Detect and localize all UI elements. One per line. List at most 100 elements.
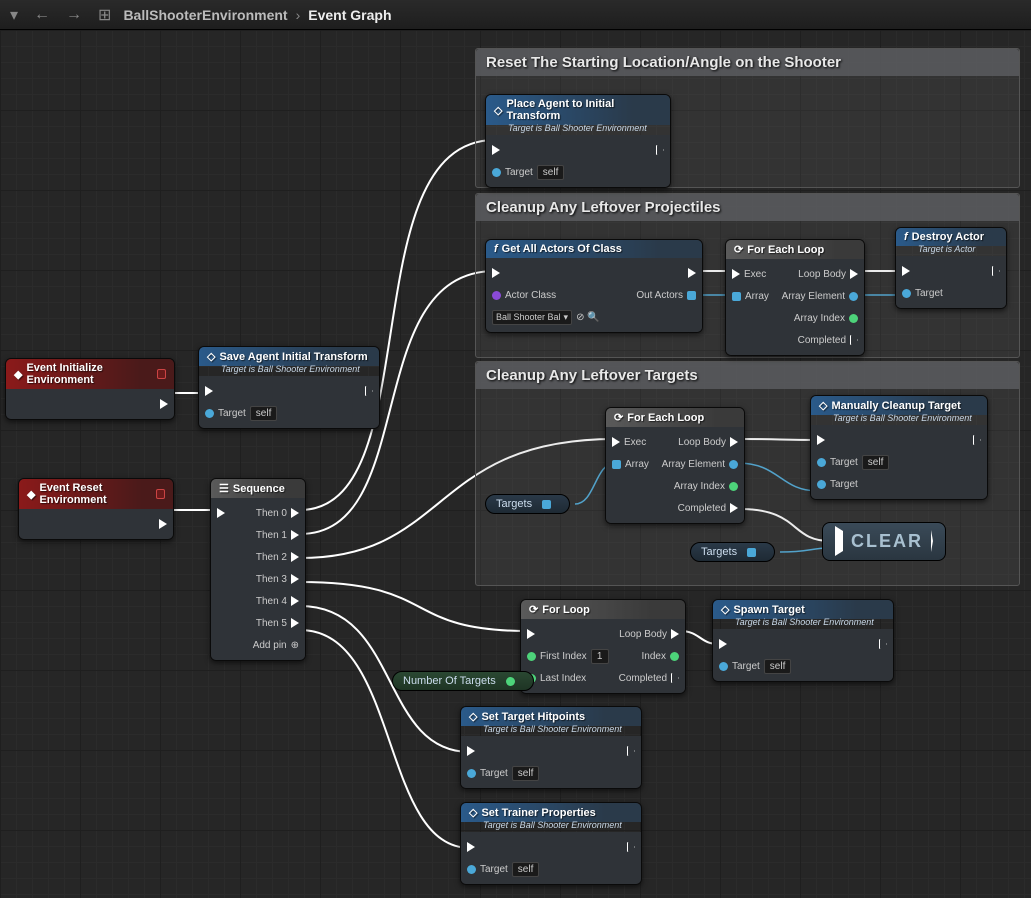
- node-foreach-projectiles[interactable]: ⟳ For Each Loop Exec Loop Body Array Array …: [725, 239, 865, 356]
- then1-pin[interactable]: Then 1: [256, 530, 299, 541]
- graph-icon[interactable]: ⊞: [94, 3, 115, 27]
- target-pin[interactable]: Target self: [492, 165, 564, 180]
- target-pin[interactable]: Target self: [467, 862, 539, 877]
- completed-pin[interactable]: Completed: [678, 503, 738, 514]
- target-pin[interactable]: Target self: [205, 406, 277, 421]
- exec-out-pin[interactable]: [688, 268, 696, 278]
- array-index-pin[interactable]: Array Index: [674, 481, 738, 492]
- node-title: Event Initialize Environment: [26, 362, 153, 386]
- then0-pin[interactable]: Then 0: [256, 508, 299, 519]
- exec-in-pin[interactable]: [527, 629, 535, 639]
- completed-pin[interactable]: Completed: [619, 673, 679, 684]
- then4-pin[interactable]: Then 4: [256, 596, 299, 607]
- node-title: Get All Actors Of Class: [502, 243, 622, 255]
- exec-out-pin[interactable]: [879, 639, 887, 649]
- node-title: Destroy Actor: [912, 231, 984, 243]
- array-element-pin[interactable]: Array Element: [782, 291, 858, 302]
- var-targets-1[interactable]: Targets: [485, 494, 570, 514]
- node-title: For Each Loop: [747, 244, 824, 256]
- exec-pin[interactable]: Exec: [612, 437, 646, 448]
- node-clear-array[interactable]: CLEAR: [822, 522, 946, 561]
- exec-in-pin[interactable]: [719, 639, 727, 649]
- out-actors-pin[interactable]: Out Actors: [636, 290, 696, 301]
- node-place-agent[interactable]: ◇Place Agent to Initial Transform Target…: [485, 94, 671, 188]
- exec-in-pin[interactable]: [492, 268, 500, 278]
- array-index-pin[interactable]: Array Index: [794, 313, 858, 324]
- exec-in-pin[interactable]: [205, 386, 213, 396]
- node-title: For Loop: [542, 604, 590, 616]
- node-event-initialize[interactable]: ◆ Event Initialize Environment: [5, 358, 175, 420]
- breadcrumb-parent[interactable]: BallShooterEnvironment: [123, 7, 287, 23]
- loop-body-pin[interactable]: Loop Body: [678, 437, 738, 448]
- node-title: Save Agent Initial Transform: [219, 351, 367, 363]
- node-manually-cleanup-target[interactable]: ◇Manually Cleanup Target Target is Ball …: [810, 395, 988, 500]
- exec-in-pin[interactable]: [492, 145, 500, 155]
- delegate-pin[interactable]: [156, 489, 165, 499]
- target-param-pin[interactable]: Target: [817, 479, 858, 490]
- target-self-pin[interactable]: Target self: [817, 455, 889, 470]
- exec-out-pin[interactable]: [931, 531, 933, 552]
- loop-body-pin[interactable]: Loop Body: [619, 629, 679, 640]
- graph-canvas[interactable]: Reset The Starting Location/Angle on the…: [0, 30, 1031, 898]
- forward-icon[interactable]: →: [62, 4, 86, 26]
- loop-body-pin[interactable]: Loop Body: [798, 269, 858, 280]
- actor-class-pin[interactable]: Actor Class: [492, 290, 556, 301]
- target-pin[interactable]: Target self: [467, 766, 539, 781]
- node-set-target-hitpoints[interactable]: ◇Set Target Hitpoints Target is Ball Sho…: [460, 706, 642, 789]
- exec-out-pin[interactable]: [365, 386, 373, 396]
- exec-out-pin[interactable]: [160, 399, 168, 409]
- exec-in-pin[interactable]: [902, 266, 910, 276]
- node-destroy-actor[interactable]: fDestroy Actor Target is Actor Target: [895, 227, 1007, 309]
- exec-in-pin[interactable]: [217, 508, 225, 518]
- then2-pin[interactable]: Then 2: [256, 552, 299, 563]
- node-event-reset[interactable]: ◆ Event Reset Environment: [18, 478, 174, 540]
- class-dropdown[interactable]: Ball Shooter Bal▾ ⊘ 🔍: [492, 310, 600, 325]
- exec-in-pin[interactable]: [467, 842, 475, 852]
- last-index-pin[interactable]: Last Index: [527, 673, 586, 684]
- var-number-of-targets[interactable]: Number Of Targets: [392, 671, 534, 691]
- delegate-pin[interactable]: [157, 369, 166, 379]
- exec-out-pin[interactable]: [656, 145, 664, 155]
- node-header: ⟳For Loop: [521, 600, 685, 619]
- function-icon: ◇: [207, 350, 215, 363]
- node-subtitle: Target is Ball Shooter Environment: [713, 617, 893, 629]
- function-icon: ◇: [469, 806, 477, 819]
- exec-in-pin[interactable]: [467, 746, 475, 756]
- save-icon[interactable]: ▾: [6, 3, 22, 27]
- node-get-all-actors[interactable]: fGet All Actors Of Class Actor Class Out…: [485, 239, 703, 333]
- node-title: Event Reset Environment: [39, 482, 152, 506]
- exec-out-pin[interactable]: [973, 435, 981, 445]
- node-subtitle: Target is Actor: [896, 244, 1006, 256]
- node-sequence[interactable]: ☰ Sequence Then 0 Then 1 Then 2 Then 3 T…: [210, 478, 306, 661]
- array-element-pin[interactable]: Array Element: [662, 459, 738, 470]
- var-targets-2[interactable]: Targets: [690, 542, 775, 562]
- exec-in-pin[interactable]: [817, 435, 825, 445]
- comment-title: Cleanup Any Leftover Projectiles: [476, 194, 1019, 221]
- add-pin-button[interactable]: Add pin ⊕: [253, 640, 299, 651]
- node-title: Set Target Hitpoints: [481, 711, 585, 723]
- node-set-trainer-properties[interactable]: ◇Set Trainer Properties Target is Ball S…: [460, 802, 642, 885]
- then5-pin[interactable]: Then 5: [256, 618, 299, 629]
- then3-pin[interactable]: Then 3: [256, 574, 299, 585]
- target-pin[interactable]: Target: [902, 288, 943, 299]
- exec-out-pin[interactable]: [627, 746, 635, 756]
- node-foreach-targets[interactable]: ⟳For Each Loop ExecLoop Body ArrayArray …: [605, 407, 745, 524]
- array-pin[interactable]: Array: [612, 459, 649, 470]
- node-for-loop[interactable]: ⟳For Loop Loop Body First Index 1 Index L…: [520, 599, 686, 694]
- loop-icon: ⟳: [734, 243, 743, 256]
- breadcrumb-sep: ›: [296, 7, 301, 23]
- node-title: Spawn Target: [733, 604, 804, 616]
- exec-pin[interactable]: Exec: [732, 269, 766, 280]
- exec-out-pin[interactable]: [992, 266, 1000, 276]
- index-pin[interactable]: Index: [642, 651, 679, 662]
- node-save-agent-transform[interactable]: ◇ Save Agent Initial Transform Target is…: [198, 346, 380, 429]
- exec-out-pin[interactable]: [627, 842, 635, 852]
- exec-in-pin[interactable]: [835, 531, 843, 552]
- target-pin[interactable]: Target self: [719, 659, 791, 674]
- node-spawn-target[interactable]: ◇Spawn Target Target is Ball Shooter Env…: [712, 599, 894, 682]
- completed-pin[interactable]: Completed: [798, 335, 858, 346]
- array-pin[interactable]: Array: [732, 291, 769, 302]
- first-index-pin[interactable]: First Index 1: [527, 649, 609, 664]
- exec-out-pin[interactable]: [159, 519, 167, 529]
- back-icon[interactable]: ←: [30, 4, 54, 26]
